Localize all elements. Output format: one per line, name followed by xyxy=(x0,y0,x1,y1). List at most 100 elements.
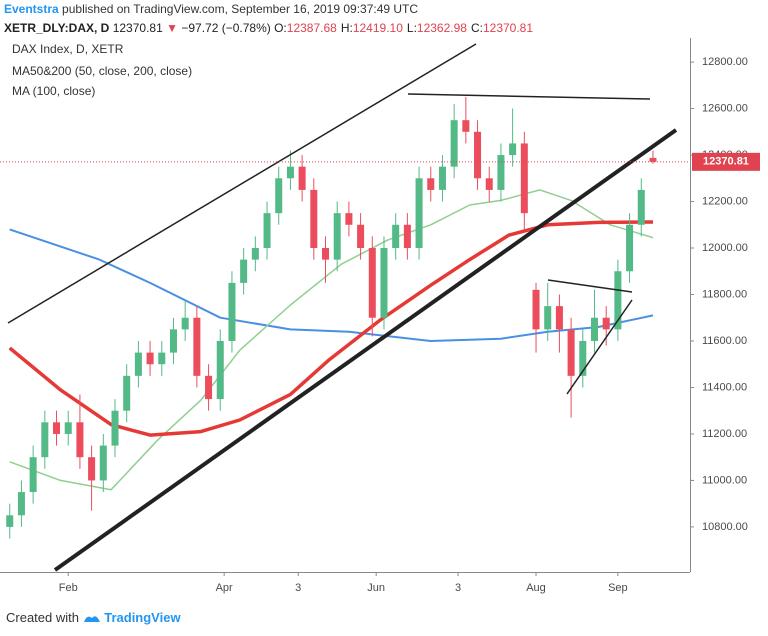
ohlc-label: L: xyxy=(406,21,417,35)
y-tick-label: 12800.00 xyxy=(702,56,748,68)
moving-average xyxy=(9,189,654,491)
ohlc-value: 12370.81 xyxy=(482,21,534,35)
y-tick-label: 11000.00 xyxy=(702,474,747,486)
y-tick-label: 12600.00 xyxy=(702,102,748,114)
candle-body xyxy=(579,340,587,376)
last-price: 12370.81 xyxy=(112,21,163,35)
x-tick-label: Feb xyxy=(59,582,78,594)
created-with: Created with xyxy=(6,610,79,625)
x-tick-label: Apr xyxy=(216,582,233,594)
candle-body xyxy=(193,317,201,376)
candle-body xyxy=(88,457,96,481)
candle-body xyxy=(520,143,528,214)
candle-body xyxy=(240,259,248,283)
candle-body xyxy=(509,143,517,156)
candle-body xyxy=(158,352,166,365)
candle-body xyxy=(614,271,622,330)
candle-body xyxy=(485,178,493,190)
candle-body xyxy=(228,282,236,341)
ohlc-label: H: xyxy=(340,21,353,35)
trendline xyxy=(7,43,477,324)
candle-body xyxy=(41,422,49,458)
candle-body xyxy=(368,248,376,318)
ohlc-value: 12419.10 xyxy=(352,21,403,35)
candle-body xyxy=(555,306,563,330)
logo xyxy=(83,616,100,622)
candle-body xyxy=(263,213,271,249)
candle-body xyxy=(134,352,142,376)
candle-body xyxy=(310,189,318,249)
candle-body xyxy=(415,178,423,249)
y-tick-label: 10800.00 xyxy=(702,521,748,533)
candle-body xyxy=(251,248,259,260)
y-tick-label: 11400.00 xyxy=(702,381,747,393)
trendline xyxy=(53,128,678,572)
candle-body xyxy=(298,166,306,190)
x-tick-label: Jun xyxy=(367,582,385,594)
candle-body xyxy=(53,422,61,434)
x-tick-label: 3 xyxy=(455,582,461,594)
candle-body xyxy=(567,329,575,376)
candle-body xyxy=(181,317,189,330)
chart: DAX Index, D, XETR MA50&200 (50, close, … xyxy=(0,38,760,594)
last-price-label: 12370.81 xyxy=(703,156,749,168)
candle-body xyxy=(146,352,154,365)
ohlc-value: 12362.98 xyxy=(416,21,467,35)
candle-body xyxy=(590,317,598,341)
ohlc-label: C: xyxy=(470,21,483,35)
publish-line: Eventstra published on TradingView.com, … xyxy=(4,2,418,20)
candle-body xyxy=(64,422,72,434)
x-tick-label: Sep xyxy=(608,582,628,594)
change: −97.72 (−0.78%) xyxy=(181,21,271,35)
candle-body xyxy=(99,445,107,481)
candle-body xyxy=(76,422,84,458)
candle-body xyxy=(637,189,645,225)
trendline xyxy=(547,279,633,293)
candle-body xyxy=(497,155,505,190)
last-price-tag xyxy=(692,152,760,171)
y-tick-label: 11600.00 xyxy=(702,335,747,347)
legend-entry: DAX Index, D, XETR xyxy=(12,42,124,56)
candle-body xyxy=(602,317,610,330)
y-tick-label: 12000.00 xyxy=(702,242,748,254)
footer: Created with TradingView xyxy=(6,610,181,625)
ohlc: O:12387.68 H:12419.10 L:12362.98 C:12370.81 xyxy=(274,21,537,35)
symbol: XETR_DLY:DAX, D xyxy=(4,21,110,35)
candle-body xyxy=(649,157,657,162)
ohlc-label: O: xyxy=(274,21,287,35)
published: published on TradingView.com, September … xyxy=(62,2,419,16)
x-tick-label: Aug xyxy=(526,582,546,594)
candle-body xyxy=(474,131,482,179)
candle-body xyxy=(450,120,458,167)
candle-body xyxy=(403,224,411,249)
candle-body xyxy=(205,375,213,400)
brand[interactable]: TradingView xyxy=(104,610,181,625)
candle-body xyxy=(357,224,365,249)
down-arrow: ▼ xyxy=(166,21,178,35)
candle-body xyxy=(462,120,470,132)
trendline xyxy=(566,299,633,395)
symbol-line: XETR_DLY:DAX, D 12370.81 ▼ −97.72 (−0.78… xyxy=(4,21,537,39)
trendline xyxy=(407,93,651,100)
candle-body xyxy=(123,375,131,411)
candle-body xyxy=(275,178,283,214)
candle-body xyxy=(216,340,224,400)
candle-body xyxy=(532,289,540,330)
candle-body xyxy=(17,492,25,516)
candle-body xyxy=(322,248,330,260)
candle-body xyxy=(111,410,119,446)
candle-body xyxy=(626,224,634,272)
y-tick-label: 11800.00 xyxy=(702,288,747,300)
candle-body xyxy=(286,166,294,179)
candle-body xyxy=(345,213,353,225)
candle-body xyxy=(169,329,177,353)
x-tick-label: 3 xyxy=(295,582,301,594)
author[interactable]: Eventstra xyxy=(4,2,59,16)
legend-entry: MA50&200 (50, close, 200, close) xyxy=(12,64,192,78)
candle-body xyxy=(6,515,14,527)
candle-body xyxy=(29,457,37,493)
candle-body xyxy=(380,248,388,318)
moving-average xyxy=(9,228,654,342)
ohlc-value: 12387.68 xyxy=(286,21,337,35)
y-tick-label: 12200.00 xyxy=(702,195,748,207)
